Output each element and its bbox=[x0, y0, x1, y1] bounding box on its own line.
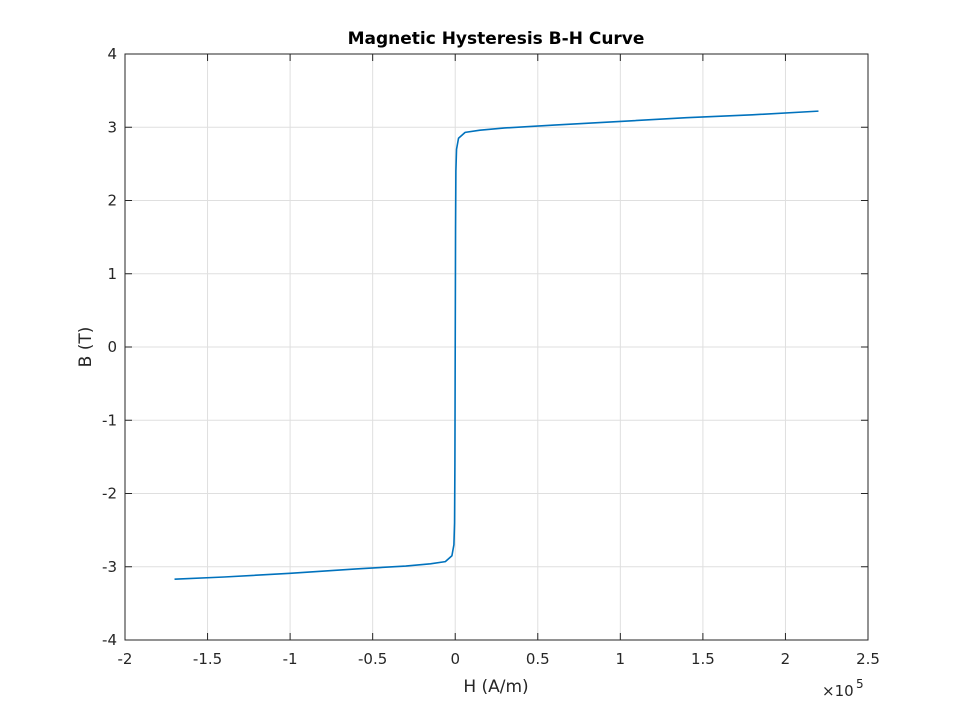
chart-title: Magnetic Hysteresis B-H Curve bbox=[348, 29, 645, 49]
x-axis-label: H (A/m) bbox=[463, 677, 528, 697]
tick-labels: -2 -1.5 -1 -0.5 0 0.5 1 1.5 2 2.5 -4 -3 -2 -1 0 1 2 3 4 bbox=[102, 45, 880, 668]
bh-curve-line bbox=[174, 110, 819, 580]
axes-box bbox=[124, 53, 869, 641]
x-tick-label: -1.5 bbox=[193, 650, 222, 668]
x-exponent-power: 5 bbox=[856, 677, 864, 691]
y-tick-label: 0 bbox=[107, 338, 117, 356]
x-tick-label: -1 bbox=[283, 650, 298, 668]
x-tick-label: 0 bbox=[450, 650, 460, 668]
x-tick-label: 1.5 bbox=[691, 650, 715, 668]
y-tick-label: -3 bbox=[102, 558, 117, 576]
y-axis-label: B (T) bbox=[76, 327, 96, 368]
curve-group bbox=[174, 110, 819, 580]
x-exponent-label: ×10 bbox=[822, 682, 854, 700]
y-tick-label: 4 bbox=[107, 45, 117, 63]
x-tick-label: 1 bbox=[616, 650, 626, 668]
y-tick-label: -1 bbox=[102, 411, 117, 429]
y-tick-label: 3 bbox=[107, 118, 117, 136]
y-tick-label: -2 bbox=[102, 485, 117, 503]
x-tick-label: -2 bbox=[118, 650, 133, 668]
x-tick-label: 0.5 bbox=[526, 650, 550, 668]
x-tick-label: -0.5 bbox=[358, 650, 387, 668]
y-tick-label: -4 bbox=[102, 631, 117, 649]
y-tick-label: 1 bbox=[107, 265, 117, 283]
x-tick-label: 2.5 bbox=[856, 650, 880, 668]
y-tick-label: 2 bbox=[107, 192, 117, 210]
grid bbox=[125, 54, 868, 640]
x-tick-label: 2 bbox=[781, 650, 791, 668]
